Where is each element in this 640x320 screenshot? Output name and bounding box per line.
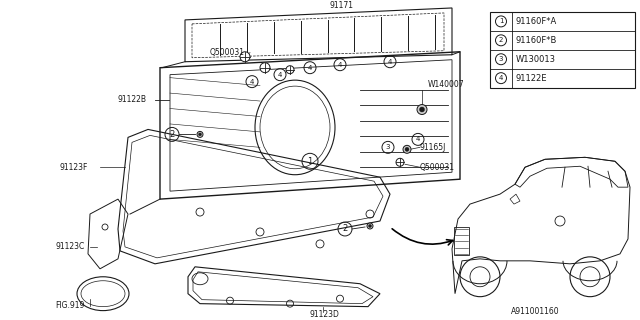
- Text: W130013: W130013: [516, 55, 556, 64]
- Circle shape: [198, 133, 202, 136]
- Text: 3: 3: [386, 144, 390, 150]
- Circle shape: [419, 107, 424, 112]
- Text: Q500031: Q500031: [420, 163, 455, 172]
- Text: 4: 4: [278, 72, 282, 78]
- Circle shape: [240, 52, 250, 62]
- Text: 91123C: 91123C: [55, 242, 84, 252]
- Text: 4: 4: [250, 79, 254, 84]
- Circle shape: [396, 158, 404, 166]
- Circle shape: [197, 132, 203, 137]
- Text: 91122B: 91122B: [118, 95, 147, 104]
- Text: 91165J: 91165J: [420, 143, 446, 152]
- Bar: [490, 12, 635, 88]
- Circle shape: [417, 105, 427, 115]
- Circle shape: [405, 147, 409, 151]
- Text: 91123F: 91123F: [60, 163, 88, 172]
- Text: 91160F*A: 91160F*A: [516, 17, 557, 26]
- Bar: [454, 227, 469, 255]
- Circle shape: [403, 145, 411, 153]
- Text: FIG.919: FIG.919: [55, 301, 84, 310]
- Circle shape: [369, 225, 371, 228]
- Text: 1: 1: [307, 157, 312, 166]
- Circle shape: [286, 66, 294, 74]
- Text: A911001160: A911001160: [511, 307, 560, 316]
- Text: 4: 4: [338, 62, 342, 68]
- Text: W140007: W140007: [428, 80, 465, 89]
- Text: 91123D: 91123D: [310, 310, 340, 319]
- Text: 1: 1: [499, 19, 503, 24]
- Circle shape: [260, 63, 270, 73]
- Circle shape: [367, 223, 373, 229]
- Text: Q500031: Q500031: [210, 48, 245, 57]
- Text: 4: 4: [499, 75, 503, 81]
- Text: 2: 2: [342, 224, 348, 234]
- Text: 91160F*B: 91160F*B: [516, 36, 557, 45]
- Text: 2: 2: [170, 130, 175, 139]
- Text: 91171: 91171: [330, 2, 354, 11]
- Text: 3: 3: [499, 56, 503, 62]
- Text: 4: 4: [308, 65, 312, 71]
- Text: 4: 4: [416, 136, 420, 142]
- Text: 4: 4: [388, 59, 392, 65]
- Text: 91122E: 91122E: [516, 74, 547, 83]
- Text: 2: 2: [499, 37, 503, 43]
